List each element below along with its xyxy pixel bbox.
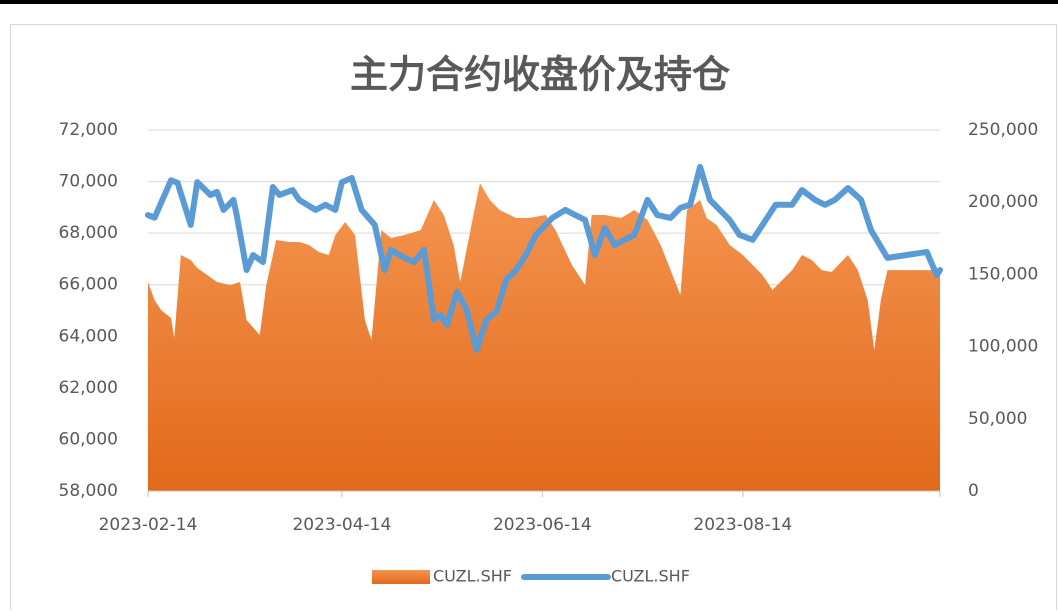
y-tick-label: 62,000 bbox=[59, 378, 118, 398]
x-tick-label: 2023-08-14 bbox=[693, 515, 792, 535]
y2-tick-label: 0 bbox=[968, 481, 979, 501]
y-tick-label: 60,000 bbox=[59, 429, 118, 449]
chart-title: 主力合约收盘价及持仓 bbox=[350, 53, 731, 97]
y-tick-label: 58,000 bbox=[59, 481, 118, 501]
y2-tick-label: 50,000 bbox=[968, 409, 1027, 429]
legend-label: CUZL.SHF bbox=[611, 567, 690, 586]
y2-tick-label: 150,000 bbox=[968, 264, 1038, 284]
y-tick-label: 70,000 bbox=[59, 172, 118, 192]
y-tick-label: 66,000 bbox=[59, 275, 118, 295]
line-series bbox=[145, 163, 943, 353]
y2-tick-label: 200,000 bbox=[968, 192, 1038, 212]
y2-tick-label: 250,000 bbox=[968, 120, 1038, 140]
legend-label: CUZL.SHF bbox=[433, 567, 512, 586]
x-tick-label: 2023-04-14 bbox=[292, 515, 391, 535]
x-tick-label: 2023-02-14 bbox=[99, 515, 198, 535]
legend-swatch bbox=[372, 570, 430, 584]
y2-tick-label: 100,000 bbox=[968, 337, 1038, 357]
y-tick-label: 68,000 bbox=[59, 223, 118, 243]
x-tick-label: 2023-06-14 bbox=[493, 515, 592, 535]
top-bar bbox=[0, 0, 1058, 4]
y-tick-label: 64,000 bbox=[59, 326, 118, 346]
area-series bbox=[148, 182, 940, 491]
y-tick-label: 72,000 bbox=[59, 120, 118, 140]
